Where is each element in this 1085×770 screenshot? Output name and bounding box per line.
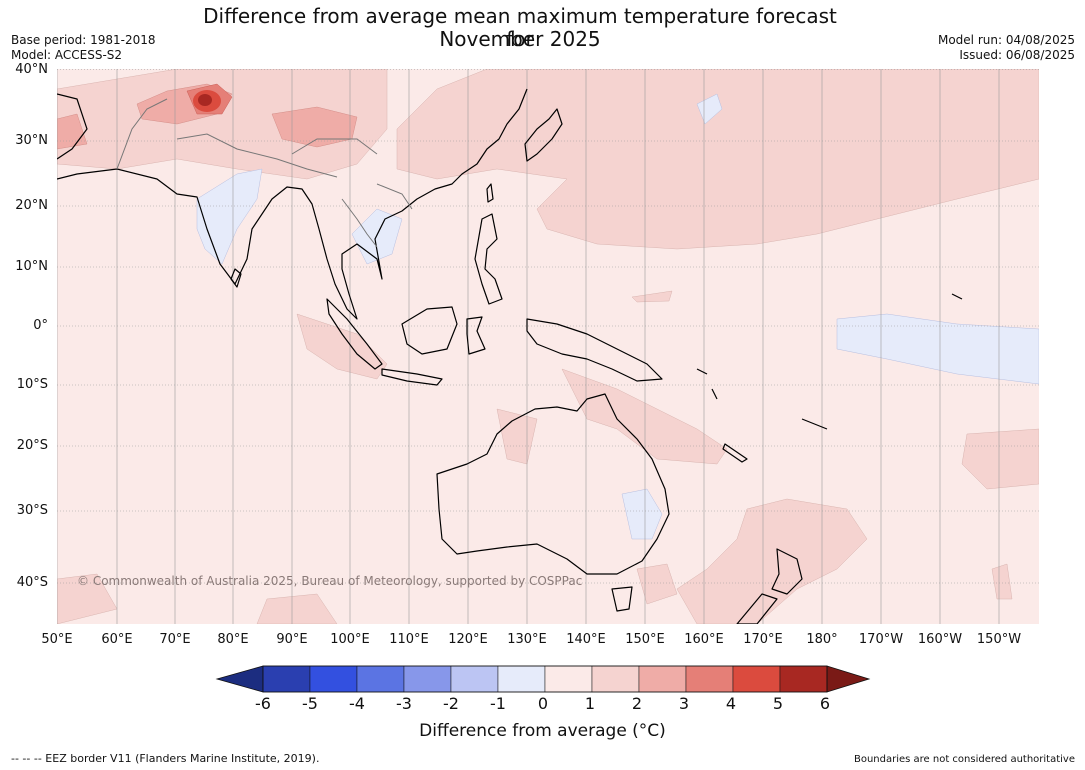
colorbar-tick: 4 (725, 694, 737, 713)
colorbar-segment (403, 665, 452, 693)
colorbar-low-extend (215, 665, 264, 693)
colorbar-tick: 0 (537, 694, 549, 713)
lat-label-0: 0° (33, 318, 48, 333)
lon-label-100e: 100°E (330, 632, 370, 647)
colorbar-outline (262, 665, 828, 693)
lat-label-40s: 40°S (16, 575, 48, 590)
map-title-line-2: November 2025 (439, 27, 601, 51)
colorbar-segment (497, 665, 546, 693)
eez-border-note: -- -- -- EEZ border V11 (Flanders Marine… (11, 752, 320, 765)
colorbar-segment (262, 665, 311, 693)
lat-label-20n: 20°N (15, 198, 48, 213)
lon-label-160e: 160°E (684, 632, 724, 647)
colorbar (215, 665, 871, 693)
lon-label-140e: 140°E (566, 632, 606, 647)
colorbar-tick: -5 (302, 694, 318, 713)
colorbar-tick: -6 (255, 694, 271, 713)
lon-label-150e: 150°E (625, 632, 665, 647)
forecast-map: © Commonwealth of Australia 2025, Bureau… (57, 69, 1039, 624)
lat-label-10s: 10°S (16, 377, 48, 392)
anomaly-hotspot (193, 90, 221, 112)
lat-label-30s: 30°S (16, 503, 48, 518)
colorbar-tick: 5 (772, 694, 784, 713)
colorbar-tick: 2 (631, 694, 643, 713)
colorbar-segment (356, 665, 405, 693)
lon-label-170e: 170°E (743, 632, 783, 647)
colorbar-segment (685, 665, 734, 693)
copyright-notice: © Commonwealth of Australia 2025, Bureau… (77, 574, 583, 588)
colorbar-tick: 3 (678, 694, 690, 713)
lon-label-130e: 130°E (507, 632, 547, 647)
lon-label-50e: 50°E (41, 632, 73, 647)
colorbar-tick: -3 (396, 694, 412, 713)
model-run-text: Model run: 04/08/2025 (937, 33, 1075, 47)
colorbar-tick: -1 (490, 694, 506, 713)
lat-label-30n: 30°N (15, 133, 48, 148)
colorbar-tick: 6 (819, 694, 831, 713)
map-canvas (57, 69, 1039, 624)
lon-label-90e: 90°E (276, 632, 308, 647)
map-gridlines (57, 69, 1039, 624)
lon-label-180: 180° (806, 632, 838, 647)
lat-label-40n: 40°N (15, 62, 48, 77)
colorbar-segments (262, 665, 828, 693)
colorbar-tick: 1 (584, 694, 596, 713)
coastlines (57, 88, 963, 624)
lon-label-170w: 170°W (858, 632, 904, 647)
boundaries-disclaimer: Boundaries are not considered authoritat… (853, 754, 1075, 765)
country-borders (116, 98, 413, 248)
lon-label-70e: 70°E (159, 632, 191, 647)
lon-label-120e: 120°E (448, 632, 488, 647)
base-period-text: Base period: 1981-2018 (11, 33, 156, 47)
issued-date-text: Issued: 06/08/2025 (959, 48, 1075, 62)
lon-label-60e: 60°E (101, 632, 133, 647)
map-title-line-1: Difference from average mean maximum tem… (203, 4, 837, 51)
model-name-text: Model: ACCESS-S2 (11, 48, 123, 62)
colorbar-tick: -2 (443, 694, 459, 713)
colorbar-segment (638, 665, 687, 693)
colorbar-segment (779, 665, 828, 693)
colorbar-segment (544, 665, 593, 693)
lon-label-150w: 150°W (976, 632, 1022, 647)
colorbar-segment (591, 665, 640, 693)
colorbar-tick: -4 (349, 694, 365, 713)
lat-label-10n: 10°N (15, 259, 48, 274)
lon-label-110e: 110°E (389, 632, 429, 647)
colorbar-high-extend (826, 665, 871, 693)
lon-label-160w: 160°W (917, 632, 963, 647)
lon-label-80e: 80°E (217, 632, 249, 647)
colorbar-segment (309, 665, 358, 693)
colorbar-segment (732, 665, 781, 693)
lat-label-20s: 20°S (16, 438, 48, 453)
colorbar-label: Difference from average (°C) (419, 721, 666, 741)
colorbar-segment (450, 665, 499, 693)
